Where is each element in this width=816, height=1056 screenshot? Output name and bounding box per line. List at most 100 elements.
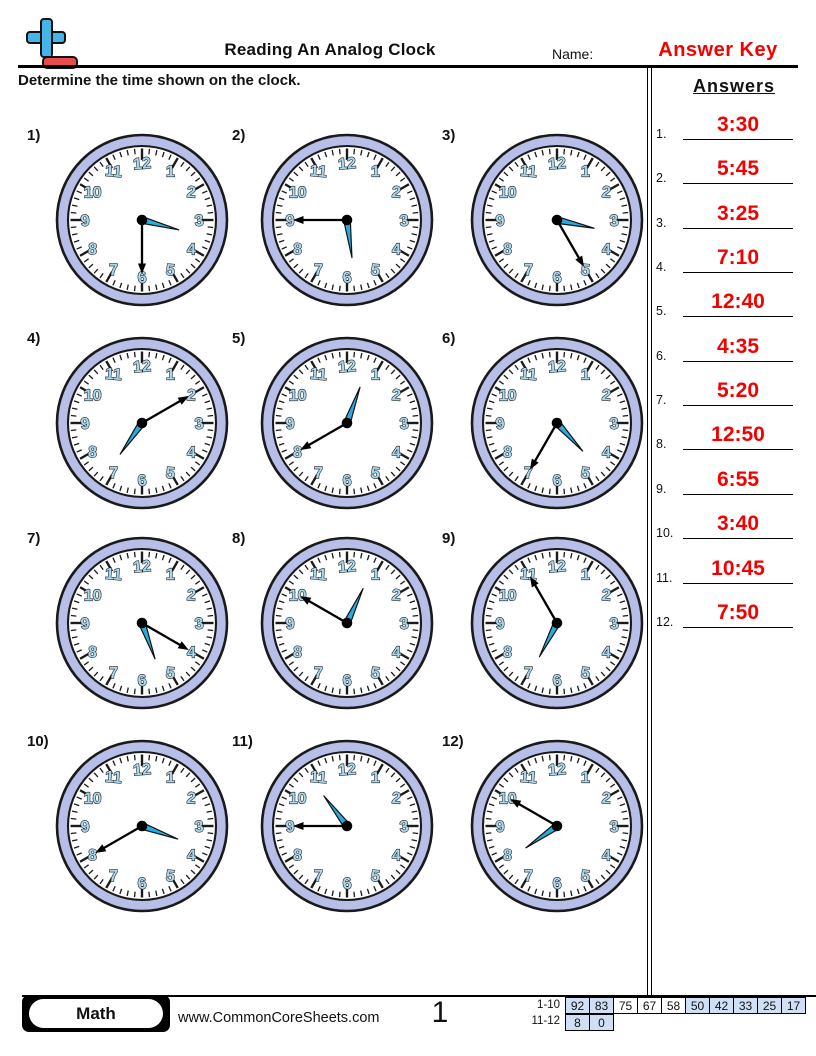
- minute-tick: [275, 614, 282, 617]
- minute-tick: [73, 642, 80, 646]
- minute-tick: [281, 449, 287, 453]
- minute-tick: [619, 642, 626, 646]
- minute-hand: [141, 396, 189, 424]
- minute-tick: [400, 864, 406, 869]
- problem-number: 5): [232, 330, 246, 347]
- hour-tick: [520, 157, 529, 169]
- clock-problem: 12) 1 2 3 4 5 6 7 8 9 10 11 12: [442, 731, 672, 921]
- clock-numeral: 4: [602, 847, 611, 864]
- minute-tick: [73, 803, 80, 807]
- minute-tick: [610, 580, 616, 585]
- minute-tick: [486, 233, 493, 236]
- minute-tick: [99, 161, 104, 167]
- minute-tick: [324, 685, 328, 692]
- minute-tick: [600, 671, 606, 677]
- minute-tick: [407, 796, 413, 800]
- clock-numeral: 3: [609, 818, 619, 836]
- minute-tick: [353, 891, 356, 898]
- clock-center-dot: [136, 820, 148, 832]
- minute-tick: [514, 476, 519, 482]
- clock-numeral: 4: [602, 444, 611, 461]
- minute-tick: [390, 471, 396, 477]
- minute-hand: [300, 422, 348, 450]
- clock-numeral: 11: [309, 769, 327, 787]
- minute-tick: [324, 888, 328, 895]
- clock-center-dot: [341, 214, 353, 226]
- minute-tick: [278, 400, 285, 404]
- minute-tick: [412, 414, 419, 417]
- minute-tick: [304, 564, 309, 570]
- minute-tick: [88, 574, 94, 580]
- minute-tick: [324, 757, 328, 764]
- minute-tick: [195, 783, 201, 788]
- minute-tick: [373, 483, 377, 489]
- minute-tick: [617, 593, 623, 597]
- minute-tick: [514, 161, 519, 167]
- minute-tick: [548, 488, 551, 495]
- hour-tick: [170, 271, 179, 283]
- hour-tick: [105, 474, 114, 486]
- minute-tick: [390, 874, 396, 880]
- minute-tick: [281, 393, 287, 397]
- minute-tick: [275, 817, 282, 820]
- minute-tick: [73, 239, 80, 243]
- minute-tick: [70, 817, 77, 820]
- minute-tick: [70, 832, 77, 835]
- minute-tick: [621, 810, 628, 813]
- hour-tick: [193, 789, 205, 798]
- header-rule: [18, 65, 798, 68]
- grade-cell: 58: [661, 997, 686, 1014]
- minute-tick: [324, 282, 328, 289]
- answer-value: 5:20: [716, 379, 760, 403]
- grade-cell: 42: [709, 997, 734, 1014]
- minute-tick: [409, 442, 416, 446]
- answer-number: 5.: [656, 304, 667, 319]
- minute-tick: [161, 757, 165, 764]
- minute-tick: [366, 685, 370, 692]
- minute-tick: [276, 233, 283, 236]
- answer-blank-line: [683, 493, 793, 495]
- minute-tick: [600, 772, 606, 778]
- minute-tick: [353, 351, 356, 358]
- answer-number: 10.: [656, 526, 674, 541]
- hour-tick: [284, 386, 296, 395]
- minute-tick: [486, 607, 493, 610]
- minute-tick: [390, 369, 396, 375]
- hour-tick: [105, 271, 114, 283]
- minute-tick: [206, 204, 213, 207]
- minute-tick: [298, 874, 304, 880]
- minute-tick: [563, 285, 566, 292]
- grade-cell: 83: [589, 997, 614, 1014]
- minute-tick: [621, 607, 628, 610]
- clock-numeral: 4: [602, 644, 611, 661]
- minute-tick: [485, 614, 492, 617]
- minute-tick: [88, 466, 94, 472]
- minute-tick: [498, 177, 504, 182]
- minute-tick: [508, 772, 514, 778]
- answer-number: 6.: [656, 348, 667, 363]
- minute-tick: [206, 233, 213, 236]
- minute-tick: [385, 476, 390, 482]
- clock-numeral: 3: [194, 415, 204, 433]
- minute-tick: [304, 476, 309, 482]
- clock-numeral: 5: [370, 868, 380, 886]
- minute-tick: [190, 466, 196, 472]
- minute-tick: [99, 767, 104, 773]
- minute-tick: [400, 580, 406, 585]
- minute-tick: [385, 676, 390, 682]
- hour-tick: [608, 586, 620, 595]
- minute-tick: [541, 487, 544, 494]
- minute-tick: [407, 393, 413, 397]
- minute-tick: [207, 832, 214, 835]
- clock-numeral: 2: [391, 387, 401, 405]
- clock-numeral: 2: [186, 790, 196, 808]
- minute-tick: [412, 429, 419, 432]
- minute-tick: [331, 552, 334, 559]
- clock-numeral: 9: [495, 212, 505, 230]
- minute-tick: [619, 803, 626, 807]
- hour-tick: [398, 248, 410, 257]
- clock-numeral: 1: [371, 366, 380, 383]
- minute-tick: [93, 268, 99, 274]
- answer-blank-line: [683, 316, 793, 318]
- minute-tick: [576, 485, 580, 492]
